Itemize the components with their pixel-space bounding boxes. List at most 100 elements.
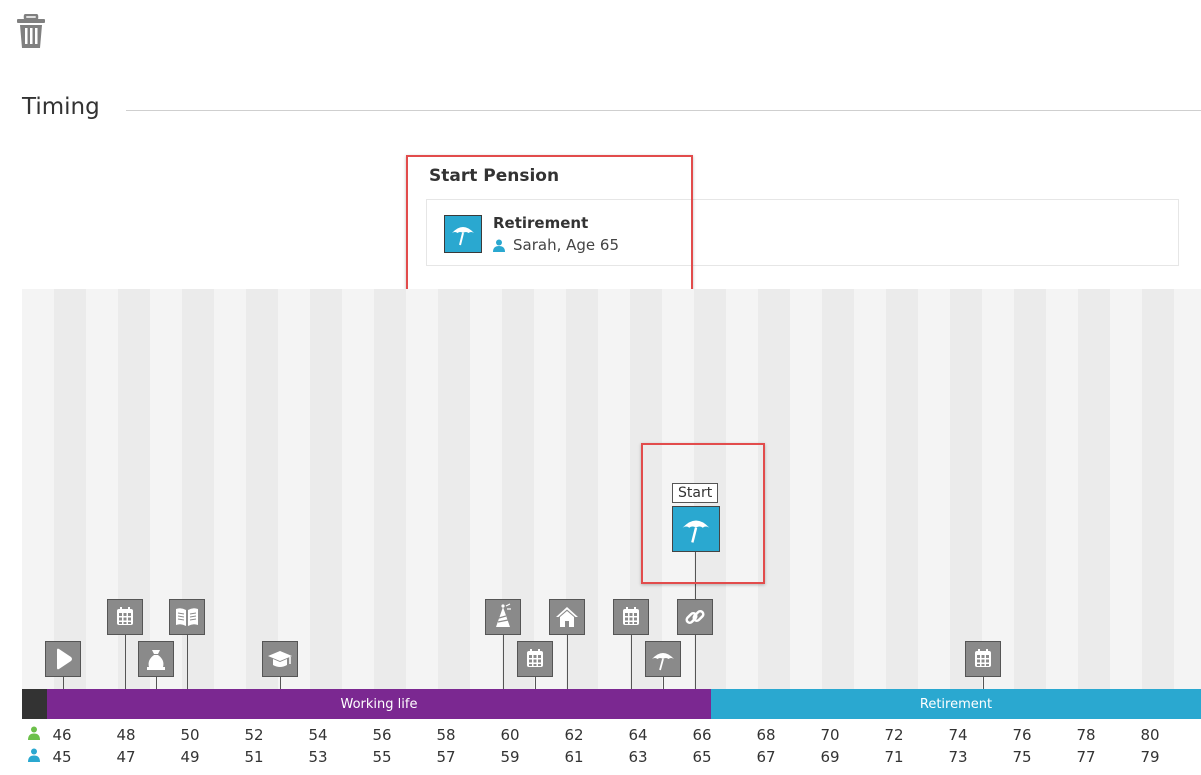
age-label: 67 (756, 748, 776, 766)
age-label: 71 (884, 748, 904, 766)
age-label: 52 (244, 726, 264, 744)
timeline-band (278, 289, 310, 689)
highlight-box-start-marker (641, 443, 765, 584)
umbrella-icon (682, 520, 710, 543)
age-label: 49 (180, 748, 200, 766)
trash-icon (17, 13, 45, 48)
delete-button[interactable] (16, 13, 46, 50)
event-card[interactable]: Retirement Sarah, Age 65 (426, 199, 1179, 266)
marker-play[interactable] (45, 641, 81, 677)
timeline-band (310, 289, 342, 689)
calendar-icon (527, 649, 543, 667)
timeline-band (342, 289, 374, 689)
money-bag-icon (147, 650, 165, 670)
age-row-person2: 4547495153555759616365676971737577798 (22, 748, 1201, 768)
section-title: Timing (22, 94, 100, 120)
marker-calendar[interactable] (965, 641, 1001, 677)
age-label: 50 (180, 726, 200, 744)
age-label: 69 (820, 748, 840, 766)
calendar-icon (117, 607, 133, 625)
timeline-band (1014, 289, 1046, 689)
age-label: 61 (564, 748, 584, 766)
marker-stem (503, 635, 504, 689)
phase-working-life[interactable]: Working life (47, 689, 711, 719)
marker-book[interactable] (169, 599, 205, 635)
marker-stem (983, 677, 984, 689)
age-label: 66 (692, 726, 712, 744)
timeline-band (790, 289, 822, 689)
age-label: 46 (52, 726, 72, 744)
age-label: 54 (308, 726, 328, 744)
age-label: 76 (1012, 726, 1032, 744)
marker-calendar[interactable] (517, 641, 553, 677)
umbrella-icon (652, 653, 674, 671)
marker-stem (695, 635, 696, 689)
age-label: 48 (116, 726, 136, 744)
phase-before (22, 689, 47, 719)
age-label: 80 (1140, 726, 1160, 744)
timeline-band (374, 289, 406, 689)
link-icon (685, 609, 705, 625)
age-label: 64 (628, 726, 648, 744)
marker-stem (535, 677, 536, 689)
marker-stem (125, 635, 126, 689)
marker-stem (567, 635, 568, 689)
timeline-band (918, 289, 950, 689)
start-marker-stem (695, 552, 696, 600)
timeline-band (886, 289, 918, 689)
marker-home[interactable] (549, 599, 585, 635)
marker-stem (156, 677, 157, 689)
timeline-band (406, 289, 438, 689)
start-label: Start (672, 483, 719, 503)
section-divider (126, 110, 1201, 111)
age-label: 45 (52, 748, 72, 766)
marker-graduation[interactable] (262, 641, 298, 677)
graduation-cap-icon (268, 651, 292, 667)
timeline-band (854, 289, 886, 689)
marker-calendar[interactable] (107, 599, 143, 635)
phase-retirement[interactable]: Retirement (711, 689, 1201, 719)
timeline-band (22, 289, 54, 689)
age-label: 57 (436, 748, 456, 766)
age-label: 68 (756, 726, 776, 744)
start-pension-marker[interactable] (672, 506, 720, 552)
age-label: 77 (1076, 748, 1096, 766)
calendar-icon (623, 607, 639, 625)
event-title: Start Pension (429, 166, 560, 186)
age-label: 53 (308, 748, 328, 766)
timeline-band (950, 289, 982, 689)
marker-money-bag[interactable] (138, 641, 174, 677)
marker-link[interactable] (677, 599, 713, 635)
timeline-band (726, 289, 758, 689)
age-label: 75 (1012, 748, 1032, 766)
age-label: 72 (884, 726, 904, 744)
age-label: 51 (244, 748, 264, 766)
timeline-band (1174, 289, 1201, 689)
marker-stem (63, 677, 64, 689)
age-label: 60 (500, 726, 520, 744)
age-label: 73 (948, 748, 968, 766)
play-icon (57, 648, 72, 670)
age-label: 63 (628, 748, 648, 766)
person-icon (493, 239, 505, 252)
age-label: 58 (436, 726, 456, 744)
marker-stem (280, 677, 281, 689)
marker-stem (631, 635, 632, 689)
age-label: 55 (372, 748, 392, 766)
age-label: 65 (692, 748, 712, 766)
marker-party[interactable] (485, 599, 521, 635)
age-label: 74 (948, 726, 968, 744)
timeline-band (246, 289, 278, 689)
timeline-band (54, 289, 86, 689)
timeline-band (822, 289, 854, 689)
party-hat-icon (496, 603, 511, 627)
person-icon (28, 748, 40, 762)
age-label: 47 (116, 748, 136, 766)
marker-stem (663, 677, 664, 689)
marker-umbrella[interactable] (645, 641, 681, 677)
marker-calendar[interactable] (613, 599, 649, 635)
timeline: Start (22, 289, 1201, 775)
marker-stem (187, 635, 188, 689)
timeline-band (1046, 289, 1078, 689)
age-label: 62 (564, 726, 584, 744)
